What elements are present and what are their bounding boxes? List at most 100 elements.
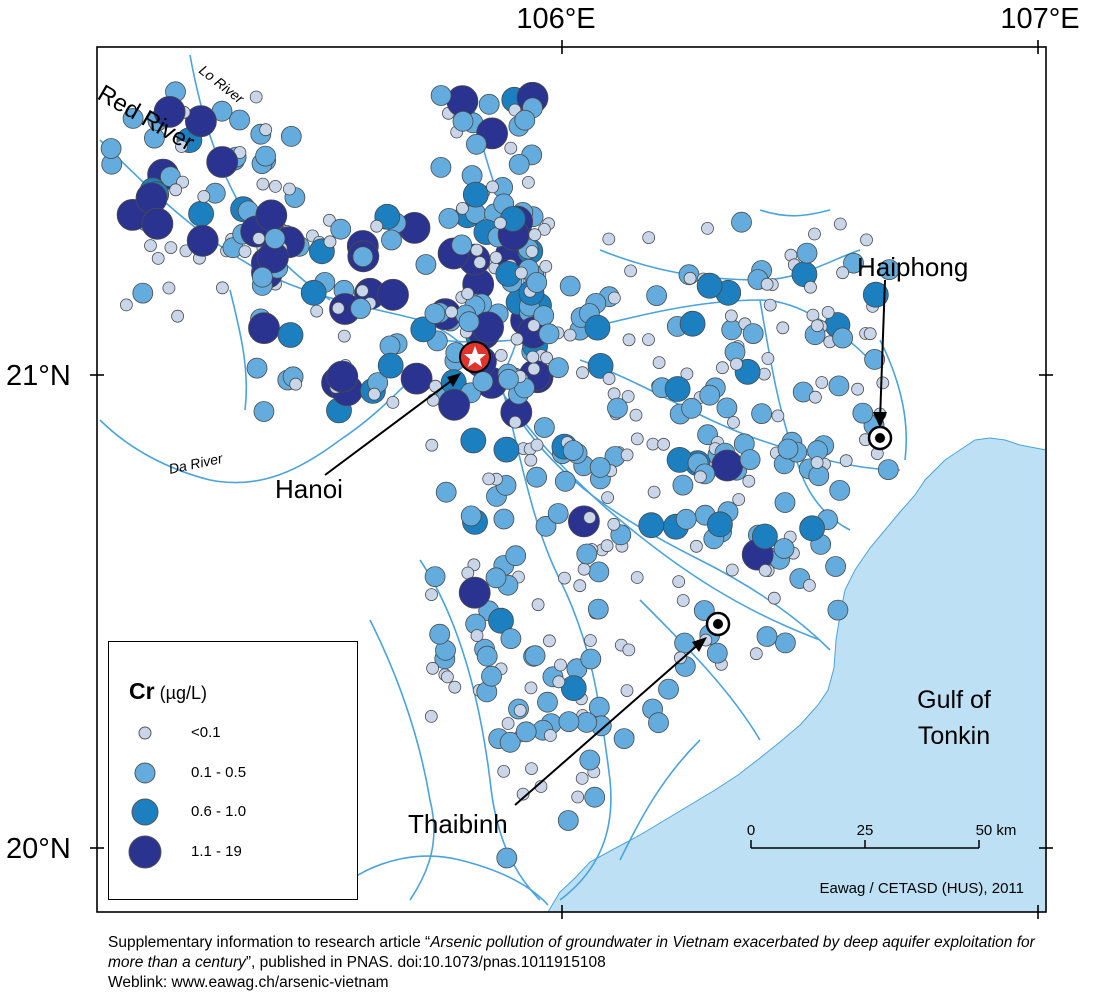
sample-point <box>543 634 556 648</box>
caption-weblink: Weblink: www.eawag.ch/arsenic-vietnam <box>108 974 389 991</box>
sample-point <box>674 651 687 665</box>
sample-point <box>485 567 507 589</box>
sample-point <box>622 643 636 657</box>
sample-point <box>377 278 409 311</box>
sample-point <box>246 357 268 379</box>
sample-point <box>429 623 451 645</box>
sample-point <box>282 182 296 196</box>
sample-point <box>538 323 560 345</box>
sample-point <box>171 309 185 323</box>
sample-point <box>749 647 763 661</box>
sample-point <box>524 453 538 467</box>
sample-point <box>577 562 591 576</box>
sample-point <box>426 661 440 675</box>
sample-point <box>531 598 545 612</box>
sample-point <box>584 634 597 647</box>
sample-point <box>836 266 849 280</box>
sample-point <box>289 377 303 391</box>
scale-tick-25: 25 <box>857 822 874 839</box>
sample-point <box>508 153 530 175</box>
legend-symbol-lt01 <box>138 726 152 740</box>
sample-point <box>400 362 433 395</box>
sample-point <box>587 598 609 620</box>
sample-point <box>510 332 524 346</box>
sample-point <box>624 264 637 278</box>
sample-point <box>558 711 580 732</box>
sample-point <box>679 310 706 337</box>
sample-point <box>451 234 473 256</box>
sample-point <box>711 449 744 482</box>
scale-tick-0: 0 <box>747 822 755 839</box>
sample-point <box>367 387 381 401</box>
sample-point <box>489 251 503 265</box>
sample-point <box>497 368 519 390</box>
sample-point <box>460 427 487 454</box>
sample-point <box>461 287 475 301</box>
legend-label-01-05: 0.1 - 0.5 <box>191 764 247 781</box>
sample-point <box>557 810 579 831</box>
sample-point <box>761 352 775 365</box>
sample-point <box>253 401 275 422</box>
sample-point <box>562 440 584 461</box>
sample-point <box>810 319 824 333</box>
sample-point <box>280 125 302 147</box>
sample-point <box>681 397 702 419</box>
sample-point <box>760 277 774 291</box>
sample-point <box>522 175 535 189</box>
sample-point <box>601 491 614 505</box>
hanoi-label: Hanoi <box>275 474 343 504</box>
thaibinh-marker <box>705 611 731 637</box>
sample-point <box>763 298 777 312</box>
sample-point <box>725 563 739 577</box>
lon-label-106: 106°E <box>516 3 595 35</box>
sample-point <box>184 105 217 138</box>
sample-point <box>810 456 824 470</box>
sample-point <box>206 146 239 178</box>
sample-point <box>256 177 270 191</box>
sample-point <box>804 280 817 294</box>
legend-unit: (µg/L) <box>159 683 207 703</box>
sample-point <box>742 323 764 345</box>
sample-point <box>516 787 530 801</box>
sample-point <box>752 523 778 550</box>
thaibinh-arrow <box>514 642 701 806</box>
sample-point <box>607 397 628 419</box>
sample-point <box>494 348 508 362</box>
sample-point <box>727 415 740 429</box>
sample-point <box>575 772 589 785</box>
sample-point <box>571 790 585 804</box>
sample-point <box>672 474 694 496</box>
caption-pre: Supplementary information to research ar… <box>108 934 431 951</box>
sample-point <box>600 539 614 553</box>
sample-point <box>646 285 667 307</box>
sample-point <box>544 729 557 742</box>
sample-point <box>448 680 462 694</box>
sample-point <box>164 241 178 255</box>
sample-point <box>776 321 790 335</box>
sample-point <box>701 221 714 235</box>
sample-point <box>526 272 548 293</box>
sample-point <box>465 133 487 155</box>
sample-point <box>716 361 729 375</box>
sample-point <box>486 180 499 194</box>
sample-point <box>775 632 796 654</box>
sample-point <box>751 403 772 425</box>
sample-point <box>537 691 558 713</box>
sample-point <box>229 109 251 131</box>
sample-point <box>508 415 522 429</box>
caption-post: ”, published in PNAS. doi:10.1073/pnas.1… <box>245 954 606 971</box>
sample-point <box>424 710 438 723</box>
sample-point <box>277 322 304 348</box>
sample-point <box>573 579 587 593</box>
sample-point <box>386 395 400 409</box>
map-frame <box>96 46 1047 913</box>
sample-point <box>478 93 500 115</box>
sample-point <box>716 397 738 419</box>
sample-point <box>539 259 553 273</box>
sample-point <box>472 371 494 393</box>
sample-point <box>563 328 577 342</box>
sample-point <box>215 281 229 295</box>
sample-point <box>259 123 273 137</box>
sample-point <box>672 575 686 588</box>
sample-point <box>513 704 527 717</box>
